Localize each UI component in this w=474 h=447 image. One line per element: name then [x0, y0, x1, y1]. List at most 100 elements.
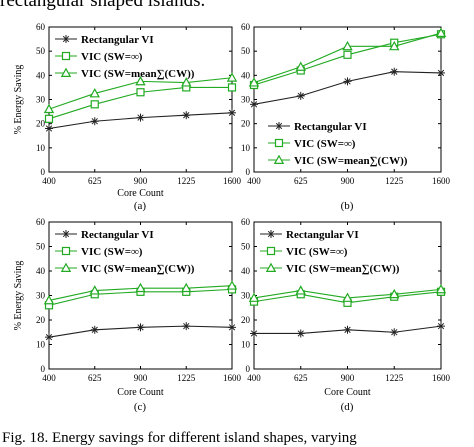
legend-marker	[62, 230, 70, 238]
data-point	[295, 61, 306, 71]
data-point	[136, 323, 145, 332]
data-point-d2	[437, 69, 445, 77]
legend-marker	[60, 262, 72, 272]
panel-label: (c)	[134, 401, 147, 413]
data-point	[181, 77, 192, 87]
data-point	[390, 67, 399, 76]
data-point	[226, 280, 238, 290]
data-point-d2	[250, 101, 258, 108]
x-tick-label: 1225	[385, 373, 404, 383]
y-tick-label: 30	[241, 95, 251, 105]
y-tick-label: 20	[241, 315, 251, 325]
legend-marker-d2	[267, 230, 275, 238]
legend-marker	[61, 51, 71, 61]
x-tick-label: 1600	[223, 373, 242, 383]
data-point-d2	[137, 114, 144, 121]
data-point-d2	[437, 322, 445, 330]
legend-entry: VIC (SW=mean∑(CW))	[294, 155, 408, 167]
x-tick-label: 1600	[432, 373, 451, 383]
x-tick-label: 400	[247, 176, 261, 186]
x-tick-label: 900	[134, 176, 148, 186]
data-point	[43, 103, 55, 114]
data-point	[45, 333, 53, 342]
data-point	[182, 111, 191, 120]
x-tick-label: 1600	[432, 176, 451, 186]
data-point	[296, 329, 305, 338]
legend-marker	[62, 35, 70, 43]
data-point	[343, 77, 352, 86]
x-tick-label: 400	[42, 176, 56, 186]
data-point	[90, 325, 99, 334]
data-point	[90, 100, 99, 109]
x-tick-label: 1225	[177, 373, 196, 383]
y-tick-label: 40	[241, 266, 251, 276]
data-point	[248, 292, 260, 302]
y-tick-label: 40	[241, 70, 251, 80]
data-point-d2	[344, 78, 351, 85]
data-point	[435, 283, 447, 294]
data-point	[90, 117, 99, 126]
y-tick-label: 50	[241, 46, 251, 56]
y-tick-label: 30	[36, 291, 46, 301]
x-axis-label: Core Count	[324, 387, 371, 398]
chart-panel-3: 0 10 20 30 40 50 60 400 625 900 1225 1600 Core Count…	[13, 217, 242, 413]
data-point	[296, 91, 305, 100]
legend-entry: VIC (SW=∞)	[286, 246, 348, 258]
data-point	[343, 325, 352, 334]
y-tick-label: 50	[241, 242, 251, 252]
legend-entry: Rectangular VI	[81, 229, 154, 241]
data-point	[437, 322, 445, 331]
data-point-d2	[183, 112, 190, 119]
y-tick-label: 0	[246, 167, 251, 177]
data-point	[250, 100, 258, 109]
y-tick-label: 0	[41, 167, 46, 177]
legend-entry: VIC (SW=∞)	[294, 138, 356, 150]
legend-entry: VIC (SW=mean∑(CW))	[81, 263, 195, 275]
data-point	[250, 329, 258, 338]
data-point	[343, 50, 352, 59]
y-tick-label: 20	[36, 315, 46, 325]
data-point	[389, 40, 400, 51]
caption-footer-text: Fig. 18. Energy savings for different is…	[2, 430, 357, 446]
data-point	[44, 114, 54, 123]
chart-panel-4: 0 10 20 30 40 50 60 400 625 900 1225 1600 Core Count…	[241, 217, 451, 413]
panel-label: (a)	[134, 200, 147, 212]
data-point	[136, 88, 145, 97]
data-point-d2	[250, 330, 258, 337]
legend-marker	[60, 67, 72, 77]
x-tick-label: 625	[294, 176, 308, 186]
y-tick-label: 20	[241, 119, 251, 129]
legend-marker-d2	[62, 35, 70, 43]
data-point	[435, 27, 447, 38]
x-axis-label: Core Count	[117, 188, 164, 199]
y-tick-label: 10	[241, 143, 251, 153]
data-point	[89, 88, 100, 98]
data-point	[135, 75, 146, 86]
legend-marker	[265, 262, 277, 272]
chart-panel-1: 0 10 20 30 40 50 60 400 625 900 1225 1600 Core Count…	[13, 22, 242, 212]
data-point	[182, 322, 191, 331]
x-tick-label: 1600	[223, 176, 242, 186]
legend-entry: VIC (SW=mean∑(CW))	[286, 263, 400, 275]
legend-marker	[267, 230, 275, 238]
legend-marker	[61, 246, 71, 256]
chart-panel-2: 0 10 20 30 40 50 60 400 625 900 1225 1600 (b) Rectang…	[241, 22, 451, 212]
panel-label: (d)	[341, 401, 354, 413]
x-tick-label: 1225	[385, 176, 404, 186]
data-point	[135, 282, 146, 293]
y-tick-label: 60	[36, 22, 46, 32]
x-tick-label: 625	[88, 373, 102, 383]
data-point	[342, 40, 353, 51]
legend-marker	[273, 154, 285, 164]
x-tick-label: 400	[247, 373, 261, 383]
legend-entry: VIC (SW=mean∑(CW))	[81, 68, 195, 80]
data-point	[390, 328, 399, 337]
data-point-d2	[391, 329, 398, 336]
y-tick-label: 60	[241, 217, 251, 227]
y-tick-label: 0	[41, 364, 46, 374]
data-point-d2	[228, 324, 236, 331]
data-point-d2	[228, 109, 236, 116]
data-point	[181, 282, 192, 293]
y-tick-label: 50	[36, 46, 46, 56]
